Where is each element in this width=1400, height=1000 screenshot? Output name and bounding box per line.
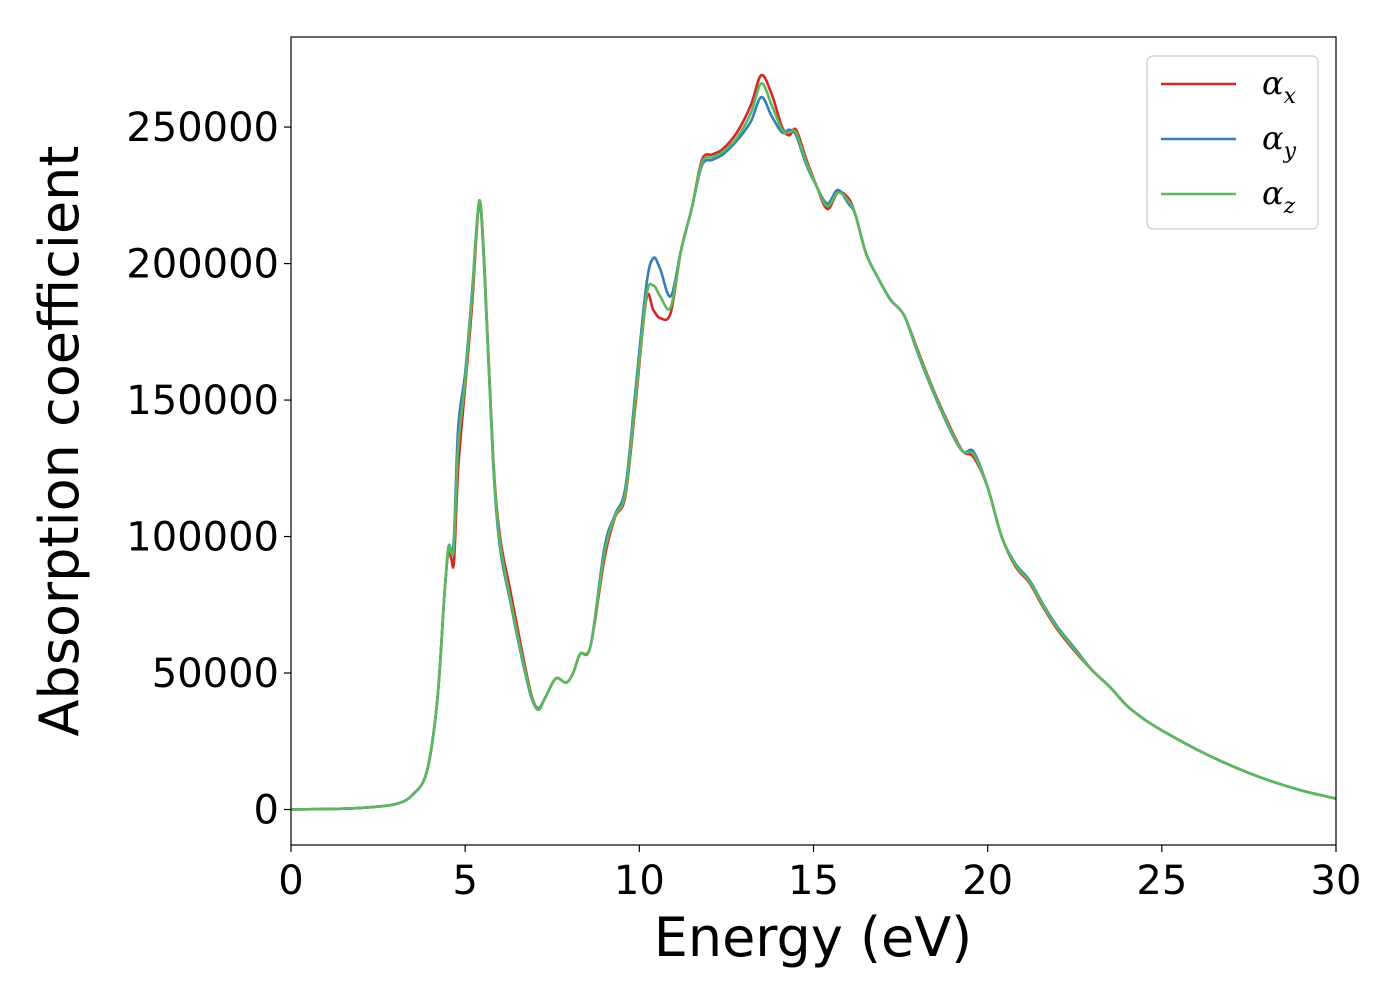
y-axis: 0 50000 100000 150000 200000 250000: [126, 105, 291, 834]
y-tick-label: 150000: [126, 378, 279, 424]
x-tick-label: 5: [452, 858, 477, 904]
legend-box: [1146, 55, 1319, 230]
x-tick-label: 0: [278, 858, 303, 904]
series-layer: [291, 73, 1336, 811]
legend-label-y: αy: [1262, 119, 1297, 164]
y-axis-title: Absorption coefficient: [28, 146, 91, 737]
series-line-z: [291, 82, 1336, 811]
y-tick-label: 200000: [126, 242, 279, 288]
legend-label-z: αz: [1262, 174, 1296, 219]
y-tick-label: 50000: [152, 651, 279, 697]
x-axis-title: Energy (eV): [654, 906, 973, 969]
x-tick-label: 20: [962, 858, 1013, 904]
y-tick-label: 0: [254, 788, 279, 834]
y-tick-label: 100000: [126, 515, 279, 561]
x-tick-label: 15: [788, 858, 839, 904]
legend-label-x: αx: [1262, 64, 1297, 109]
x-tick-label: 30: [1311, 858, 1362, 904]
legend: αx αy αz: [1146, 55, 1319, 230]
x-tick-label: 25: [1136, 858, 1187, 904]
x-axis: 0 5 10 15 20 25 30: [278, 845, 1361, 904]
y-tick-label: 250000: [126, 105, 279, 151]
x-tick-label: 10: [614, 858, 665, 904]
